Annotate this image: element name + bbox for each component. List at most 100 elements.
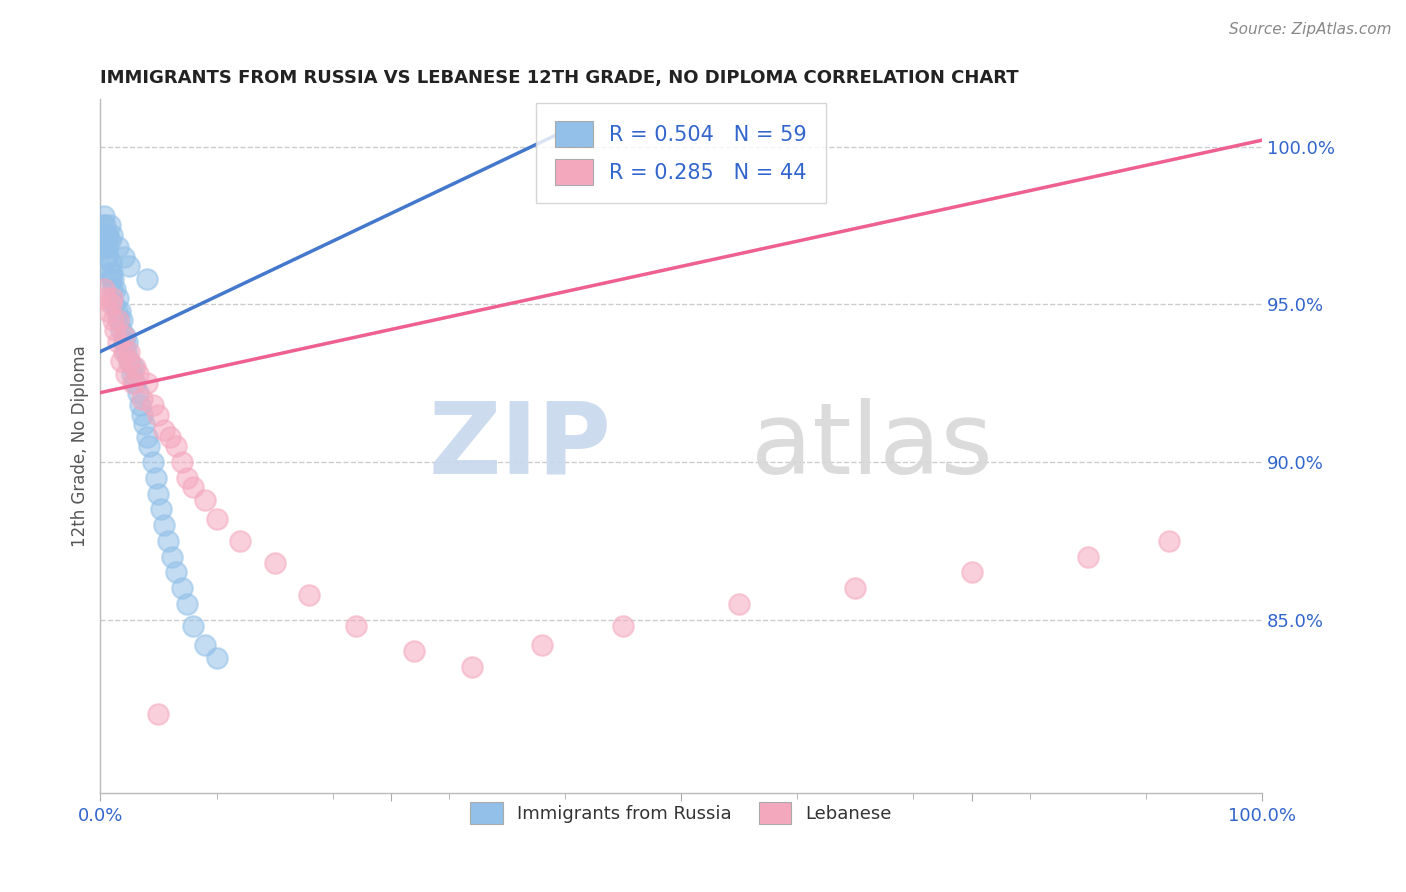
Text: atlas: atlas [751, 398, 993, 495]
Point [122, 376, 145, 391]
Point [104, 281, 127, 295]
Point [127, 385, 149, 400]
Point [298, 588, 321, 602]
Point [97, 303, 120, 318]
Point [97, 250, 120, 264]
Point [844, 581, 866, 595]
Point [100, 297, 122, 311]
Point [107, 291, 129, 305]
Point [142, 455, 165, 469]
Point [194, 638, 217, 652]
Point [101, 227, 124, 242]
Point [148, 408, 170, 422]
Point [110, 354, 132, 368]
Point [101, 281, 124, 295]
Point [112, 344, 135, 359]
Point [135, 272, 157, 286]
Point [111, 313, 134, 327]
Point [93, 281, 115, 295]
Point [124, 376, 146, 391]
Point [118, 354, 141, 368]
Point [728, 597, 751, 611]
Point [156, 533, 179, 548]
Point [104, 322, 127, 336]
Point [94, 240, 117, 254]
Point [131, 408, 153, 422]
Point [101, 291, 124, 305]
Point [128, 398, 150, 412]
Point [103, 297, 125, 311]
Point [121, 367, 143, 381]
Point [162, 549, 184, 564]
Point [194, 492, 217, 507]
Point [96, 234, 118, 248]
Point [138, 439, 160, 453]
Text: Source: ZipAtlas.com: Source: ZipAtlas.com [1229, 22, 1392, 37]
Point [165, 439, 187, 453]
Point [98, 219, 121, 233]
Point [142, 398, 165, 412]
Point [153, 518, 176, 533]
Point [105, 303, 128, 318]
Point [402, 644, 425, 658]
Point [134, 417, 156, 432]
Point [96, 250, 118, 264]
Point [118, 344, 141, 359]
Point [98, 266, 121, 280]
Point [170, 455, 193, 469]
Point [461, 660, 484, 674]
Point [101, 313, 124, 327]
Point [112, 328, 135, 343]
Point [1077, 549, 1099, 564]
Point [229, 533, 252, 548]
Point [100, 272, 122, 286]
Point [108, 303, 131, 318]
Point [91, 219, 114, 233]
Point [159, 430, 181, 444]
Point [110, 322, 132, 336]
Point [530, 638, 553, 652]
Point [94, 219, 117, 233]
Point [97, 227, 120, 242]
Point [148, 486, 170, 500]
Point [112, 335, 135, 350]
Point [176, 471, 198, 485]
Point [115, 367, 138, 381]
Point [112, 250, 135, 264]
Point [96, 227, 118, 242]
Point [101, 266, 124, 280]
Point [960, 566, 983, 580]
Point [263, 556, 285, 570]
Point [127, 367, 149, 381]
Point [148, 707, 170, 722]
Point [115, 335, 138, 350]
Point [93, 227, 115, 242]
Point [165, 566, 187, 580]
Point [344, 619, 367, 633]
Point [114, 328, 136, 343]
Point [170, 581, 193, 595]
Y-axis label: 12th Grade, No Diploma: 12th Grade, No Diploma [72, 345, 89, 547]
Point [101, 272, 124, 286]
Point [115, 344, 138, 359]
Point [176, 597, 198, 611]
Legend: Immigrants from Russia, Lebanese: Immigrants from Russia, Lebanese [461, 793, 901, 833]
Point [612, 619, 634, 633]
Point [124, 360, 146, 375]
Point [135, 430, 157, 444]
Point [98, 234, 121, 248]
Point [145, 471, 167, 485]
Point [131, 392, 153, 406]
Text: ZIP: ZIP [429, 398, 612, 495]
Text: IMMIGRANTS FROM RUSSIA VS LEBANESE 12TH GRADE, NO DIPLOMA CORRELATION CHART: IMMIGRANTS FROM RUSSIA VS LEBANESE 12TH … [100, 69, 1019, 87]
Point [107, 335, 129, 350]
Point [181, 619, 204, 633]
Point [1157, 533, 1180, 548]
Point [93, 209, 115, 223]
Point [205, 650, 228, 665]
Point [118, 354, 141, 368]
Point [181, 480, 204, 494]
Point [107, 313, 129, 327]
Point [118, 260, 141, 274]
Point [96, 240, 118, 254]
